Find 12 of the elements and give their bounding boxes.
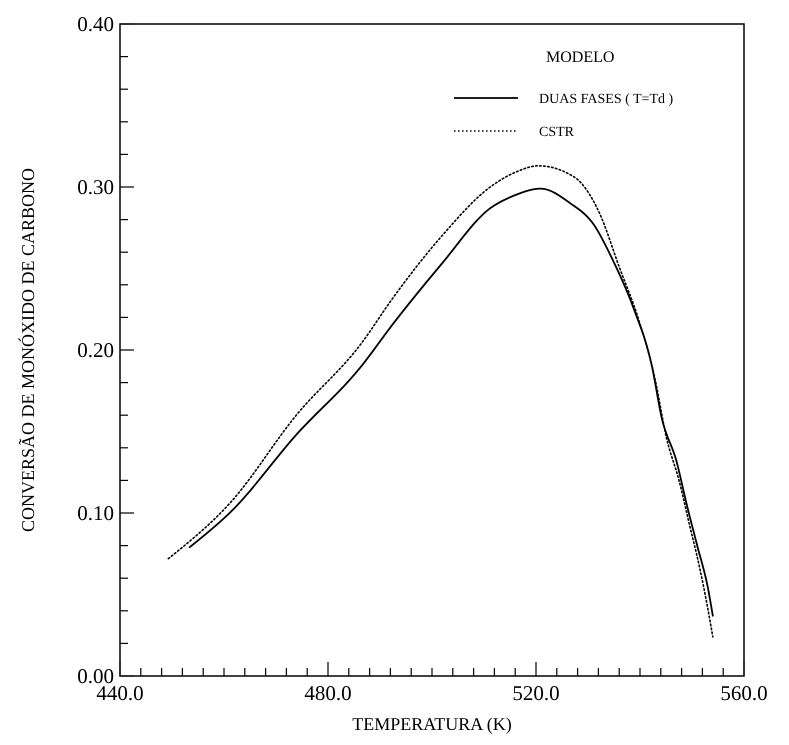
y-axis-title: CONVERSÃO DE MONÓXIDO DE CARBONO xyxy=(18,168,38,532)
x-tick-label: 480.0 xyxy=(304,681,352,705)
legend-label: CSTR xyxy=(539,125,575,140)
x-tick-label: 520.0 xyxy=(512,681,560,705)
y-tick-label: 0.10 xyxy=(77,501,114,525)
x-tick-label: 560.0 xyxy=(720,681,768,705)
legend-label: DUAS FASES ( T=Td ) xyxy=(539,92,674,107)
x-axis-title: TEMPERATURA (K) xyxy=(352,714,512,734)
y-tick-label: 0.30 xyxy=(77,175,114,199)
y-tick-label: 0.20 xyxy=(77,338,114,362)
legend-title: MODELO xyxy=(546,49,614,66)
y-tick-label: 0.40 xyxy=(77,12,114,36)
